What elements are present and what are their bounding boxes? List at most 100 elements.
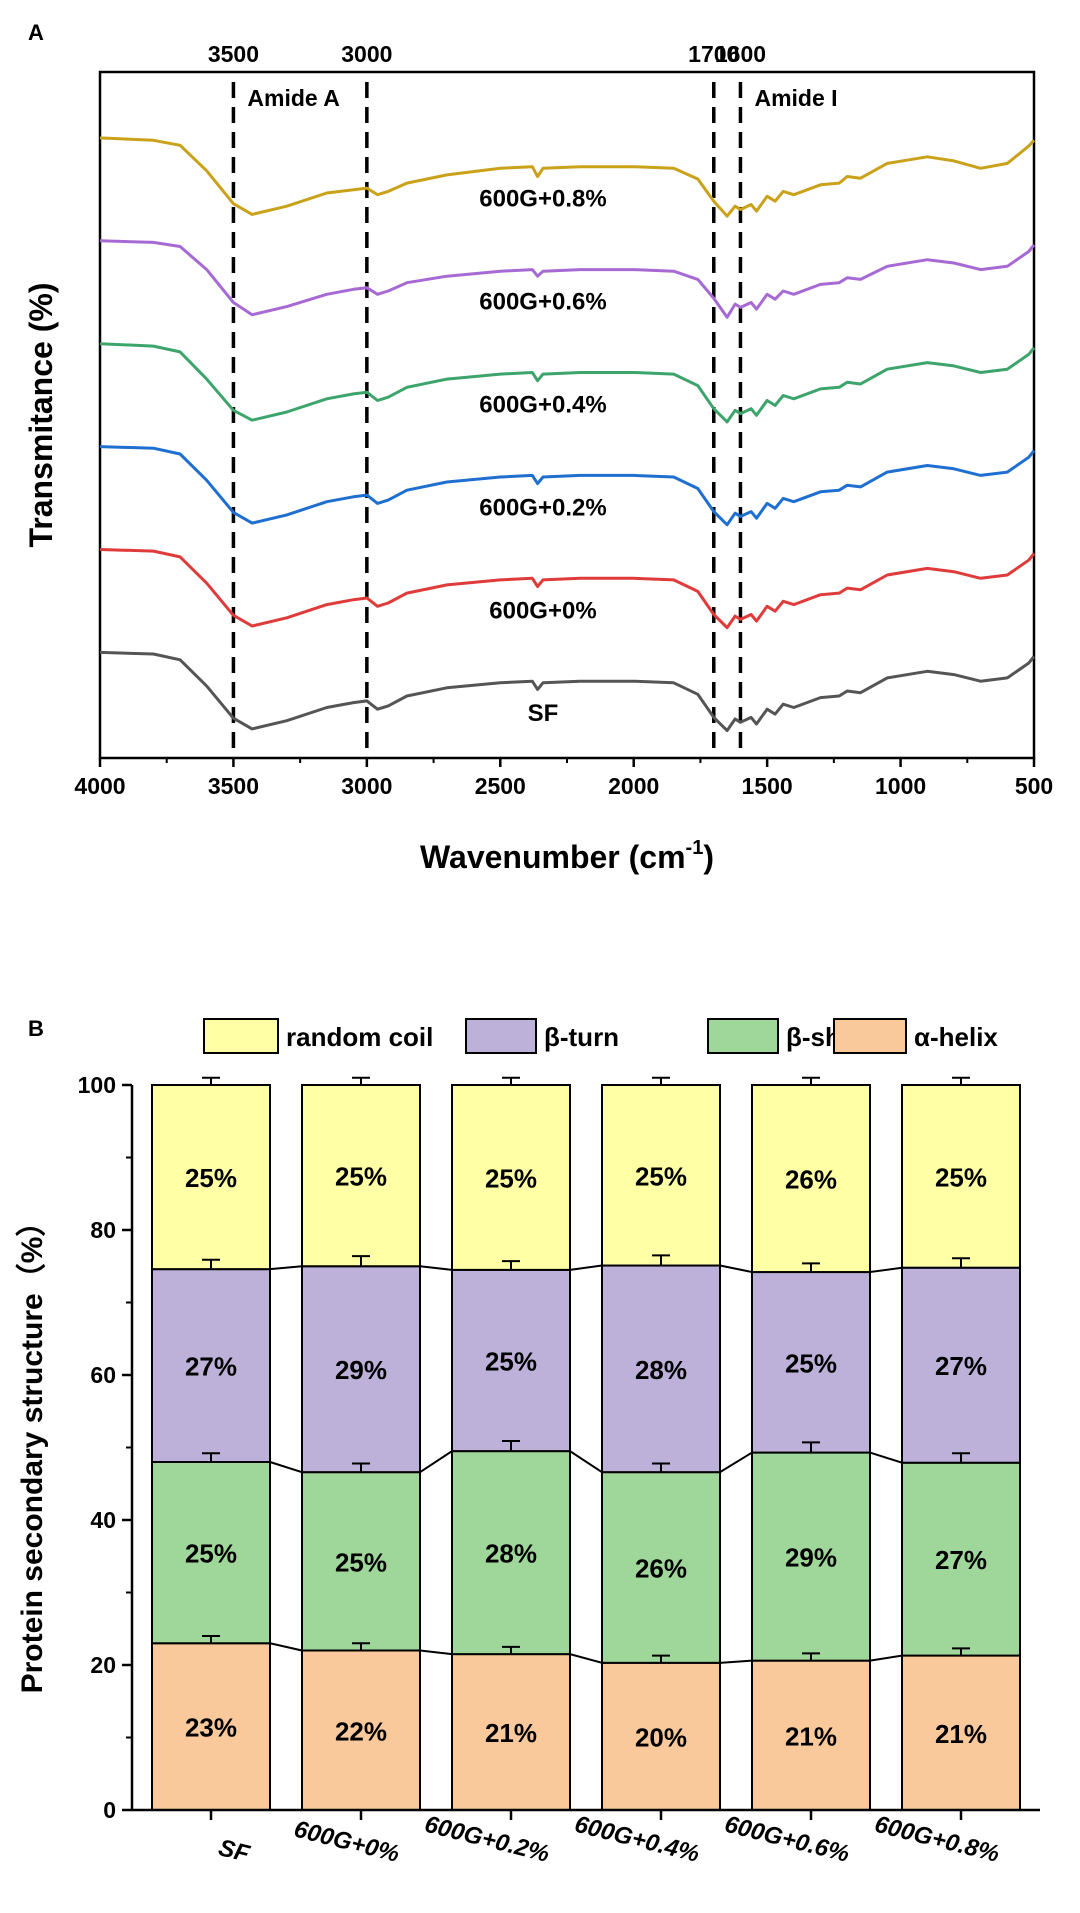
bar-segment-random coil-SF bbox=[151, 1084, 271, 1271]
bar-segment-α-helix-SF bbox=[151, 1642, 271, 1811]
spectrum-line-600G+0.8% bbox=[99, 136, 1036, 218]
bar-value-label: 27% bbox=[935, 1545, 987, 1575]
x-tick-label: 3500 bbox=[208, 773, 259, 799]
x-tick-label: 2500 bbox=[475, 773, 526, 799]
bar-value-label: 21% bbox=[785, 1721, 837, 1751]
y-tick-label: 0 bbox=[103, 1797, 116, 1823]
bar-segment-random coil-600G+0.2% bbox=[451, 1084, 571, 1271]
segment-connector bbox=[869, 1654, 903, 1662]
x-tick-label: 4000 bbox=[74, 773, 125, 799]
bar-value-label: 22% bbox=[335, 1716, 387, 1746]
bar-value-label: 21% bbox=[935, 1719, 987, 1749]
reference-label-1700: 1700 bbox=[688, 41, 739, 67]
bar-value-label: 20% bbox=[635, 1722, 687, 1752]
segment-connector bbox=[269, 1461, 303, 1474]
spectra-series-labels: 600G+0.8% 600G+0.6% 600G+0.4% 600G+0.2% 600G… bbox=[479, 186, 606, 728]
bar-segment-β-sheet-SF bbox=[151, 1461, 271, 1645]
category-label-600G+0.6%: 600G+0.6% bbox=[722, 1811, 852, 1868]
bar-segment-β-turn-600G+0.2% bbox=[451, 1268, 571, 1453]
bar-value-label: 27% bbox=[185, 1352, 237, 1382]
bar-value-label: 29% bbox=[785, 1543, 837, 1573]
bar-value-label: 25% bbox=[785, 1348, 837, 1378]
x-tick-label: 2000 bbox=[608, 773, 659, 799]
reference-label-1600: 1600 bbox=[715, 41, 766, 67]
bar-value-label: 27% bbox=[935, 1351, 987, 1381]
legend-label-β-turn: β-turn bbox=[544, 1022, 619, 1052]
category-label-600G+0.2%: 600G+0.2% bbox=[422, 1811, 552, 1868]
y-tick-label: 20 bbox=[90, 1652, 116, 1678]
bar-segment-α-helix-600G+0.8% bbox=[901, 1654, 1021, 1811]
bar-value-label: 21% bbox=[485, 1718, 537, 1748]
y-axis-title: Transmitance (%) bbox=[23, 283, 59, 548]
spectrum-label-600G+0.4%: 600G+0.4% bbox=[479, 391, 606, 418]
error-bars bbox=[202, 1076, 970, 1663]
reference-lines bbox=[231, 82, 743, 758]
spectrum-label-SF: SF bbox=[528, 700, 559, 727]
reference-label-3000: 3000 bbox=[341, 41, 392, 67]
legend-swatch-β-turn bbox=[465, 1018, 537, 1054]
x-tick-label: 500 bbox=[1015, 773, 1053, 799]
spectrum-label-600G+0%: 600G+0% bbox=[489, 597, 596, 624]
bar-value-label: 25% bbox=[485, 1163, 537, 1193]
category-label-600G+0.4%: 600G+0.4% bbox=[572, 1811, 702, 1868]
reference-label-3500: 3500 bbox=[208, 41, 259, 67]
segment-connector bbox=[269, 1265, 303, 1271]
bar-value-label: 28% bbox=[485, 1539, 537, 1569]
category-label-SF: SF bbox=[216, 1834, 254, 1868]
spectrum-line-600G+0% bbox=[99, 548, 1036, 630]
bar-value-labels: 23% 25% 27% 25% 22% 25% 29% 25% 21% 28% 25% 25% 20% 2… bbox=[185, 1161, 987, 1752]
bar-segment-β-turn-600G+0% bbox=[301, 1265, 421, 1474]
bar-segment-random coil-600G+0.4% bbox=[601, 1084, 721, 1267]
y-tick-label: 100 bbox=[78, 1072, 116, 1098]
panel-a-label: A bbox=[28, 20, 44, 45]
bar-value-label: 23% bbox=[185, 1713, 237, 1743]
bar-value-label: 25% bbox=[335, 1547, 387, 1577]
legend-label-α-helix: α-helix bbox=[914, 1022, 998, 1052]
bar-segment-random coil-600G+0.8% bbox=[901, 1084, 1021, 1269]
bar-value-label: 25% bbox=[635, 1161, 687, 1191]
legend-swatch-α-helix bbox=[833, 1018, 907, 1054]
legend: random coil β-turn β-sheet α-helix bbox=[203, 1018, 998, 1054]
spectrum-label-600G+0.6%: 600G+0.6% bbox=[479, 289, 606, 316]
y-tick-label: 60 bbox=[90, 1362, 116, 1388]
segment-connector bbox=[269, 1642, 303, 1652]
bar-segment-β-turn-600G+0.6% bbox=[751, 1271, 871, 1454]
amide-a-label: Amide A bbox=[247, 85, 339, 111]
bar-segment-β-sheet-600G+0% bbox=[301, 1471, 421, 1652]
stacked-bars bbox=[151, 1084, 1021, 1812]
bar-value-label: 25% bbox=[935, 1162, 987, 1192]
segment-connector bbox=[419, 1265, 453, 1271]
segment-connector bbox=[569, 1450, 603, 1473]
segment-connector bbox=[719, 1659, 753, 1664]
segment-connector bbox=[869, 1451, 903, 1464]
bar-segment-β-sheet-600G+0.8% bbox=[901, 1461, 1021, 1657]
segment-connectors bbox=[269, 1264, 903, 1664]
bar-segment-β-turn-SF bbox=[151, 1268, 271, 1464]
panel-b-label: B bbox=[28, 1016, 44, 1041]
bar-value-label: 26% bbox=[635, 1553, 687, 1583]
x-tick-label: 1500 bbox=[742, 773, 793, 799]
segment-connector bbox=[719, 1451, 753, 1474]
x-tick-label: 3000 bbox=[341, 773, 392, 799]
bar-segment-β-turn-600G+0.4% bbox=[601, 1264, 721, 1474]
y-tick-label: 40 bbox=[90, 1507, 116, 1533]
category-label-600G+0%: 600G+0% bbox=[291, 1816, 402, 1868]
legend-label-random coil: random coil bbox=[286, 1022, 433, 1052]
bar-segment-β-sheet-600G+0.4% bbox=[601, 1471, 721, 1664]
segment-connector bbox=[869, 1266, 903, 1274]
bar-value-label: 26% bbox=[785, 1165, 837, 1195]
x-tick-label: 1000 bbox=[875, 773, 926, 799]
spectra-series bbox=[99, 136, 1036, 733]
y-axis-ticks: 0 20 40 60 80 100 bbox=[78, 1072, 132, 1823]
bar-value-label: 25% bbox=[185, 1539, 237, 1569]
bar-segment-β-turn-600G+0.8% bbox=[901, 1266, 1021, 1464]
legend-swatch-random coil bbox=[203, 1018, 279, 1054]
x-axis-ticks: SF 600G+0% 600G+0.2% 600G+0.4% 600G+0.6% 600G… bbox=[209, 1810, 1002, 1868]
x-axis-ticks: 4000 3500 3000 2500 2000 1500 1000 500 bbox=[74, 758, 1053, 799]
category-label-600G+0.8%: 600G+0.8% bbox=[872, 1811, 1002, 1868]
amide-i-label: Amide I bbox=[754, 85, 837, 111]
